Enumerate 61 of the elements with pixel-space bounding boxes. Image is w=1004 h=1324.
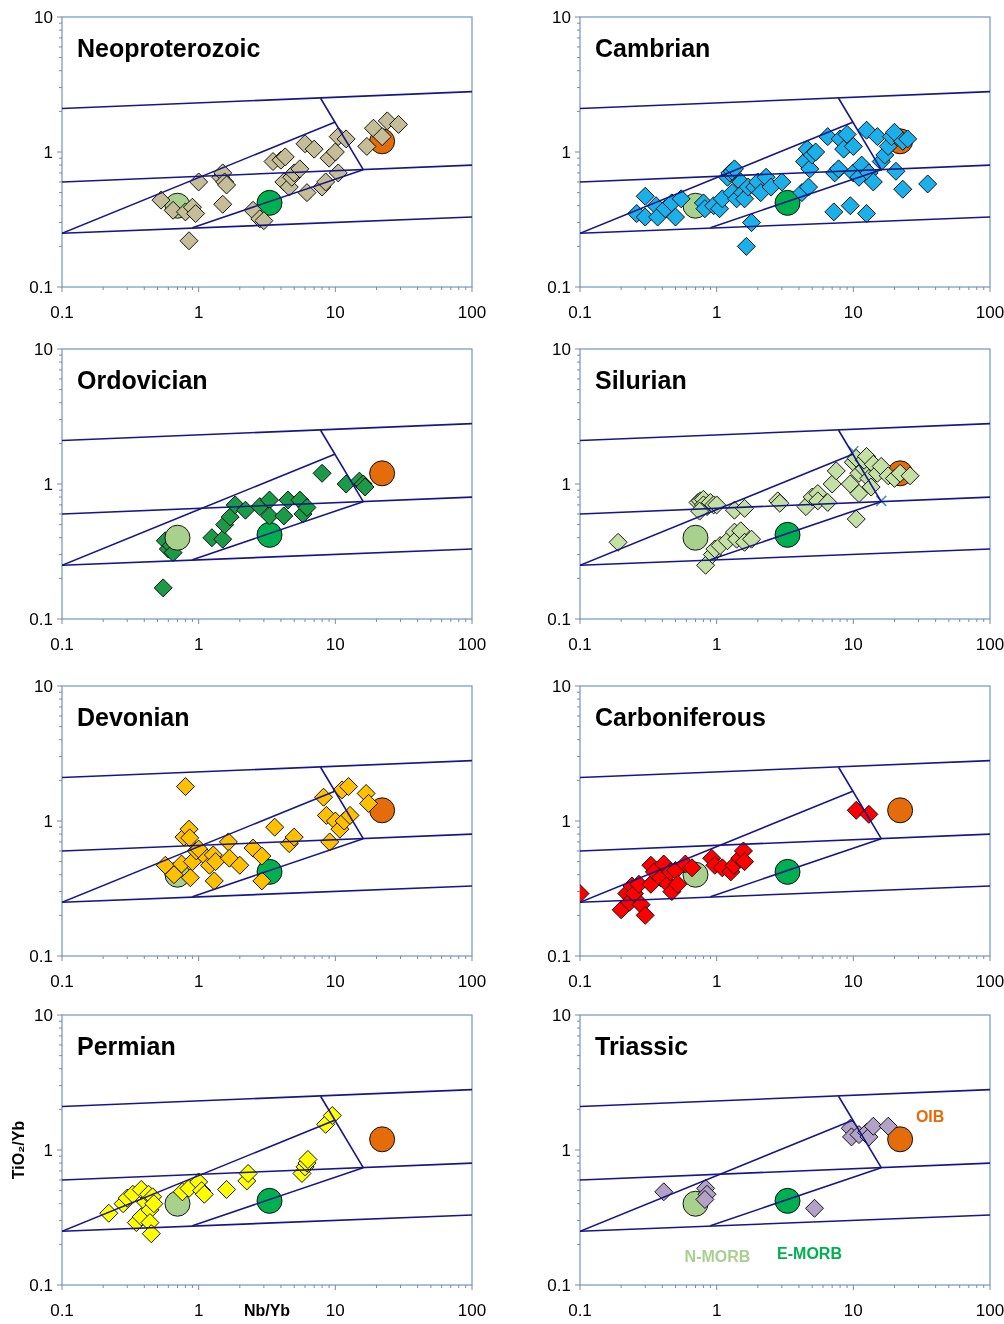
y-tick-label: 10 [552,1005,571,1025]
y-tick-label: 1 [43,142,53,162]
y-tick-label: 1 [43,1140,53,1160]
x-tick-label: 1 [193,972,204,991]
x-tick-label: 10 [325,635,345,654]
y-tick-label: 0.1 [547,1275,571,1295]
x-tick-label: 100 [457,635,487,654]
y-axis-title: TiO₂/Yb [10,1120,27,1180]
text: Ordovician [77,366,208,394]
y-tick-label: 0.1 [29,946,53,966]
x-tick-label: 1 [193,1301,204,1320]
x-tick-label: 10 [843,1301,863,1320]
x-tick-label: 100 [975,635,1004,654]
x-tick-label: 10 [325,972,345,991]
x-tick-label: 10 [843,972,863,991]
x-tick-label: 100 [457,303,487,322]
y-tick-label: 0.1 [29,1275,53,1295]
y-tick-label: 0.1 [29,277,53,297]
x-tick-label: 1 [711,635,722,654]
x-tick-label: 1 [711,972,722,991]
x-tick-label: 100 [457,1301,487,1320]
x-tick-label: 1 [193,635,204,654]
x-tick-label: 10 [843,303,863,322]
y-tick-label: 10 [552,339,571,359]
series-label: OIB [915,1108,945,1126]
x-axis-title: Nb/Yb [243,1302,291,1319]
y-tick-label: 10 [552,7,571,27]
y-tick-label: 1 [561,811,571,831]
text: Triassic [595,1032,689,1060]
y-tick-label: 10 [34,676,53,696]
text: Carboniferous [595,703,766,731]
text: Devonian [77,703,190,731]
text: N-MORB [684,1247,751,1265]
y-tick-label: 1 [561,1140,571,1160]
text: Cambrian [595,34,711,62]
y-tick-label: 1 [561,474,571,494]
y-tick-label: 1 [43,811,53,831]
x-tick-label: 10 [843,635,863,654]
y-tick-label: 10 [34,339,53,359]
x-tick-label: 100 [975,1301,1004,1320]
x-tick-label: 10 [325,1301,345,1320]
y-tick-label: 0.1 [29,609,53,629]
x-tick-label: 100 [457,972,487,991]
x-tick-label: 1 [193,303,204,322]
y-tick-label: 10 [552,676,571,696]
x-tick-label: 100 [975,972,1004,991]
x-tick-label: 10 [325,303,345,322]
y-tick-label: 0.1 [547,946,571,966]
y-tick-label: 10 [34,7,53,27]
x-tick-label: 1 [711,1301,722,1320]
x-tick-label: 1 [711,303,722,322]
y-tick-label: 1 [43,474,53,494]
y-tick-label: 1 [561,142,571,162]
y-tick-label: 10 [34,1005,53,1025]
text: Permian [77,1032,176,1060]
x-tick-label: 100 [975,303,1004,322]
text: E-MORB [777,1244,842,1262]
text: Neoproterozoic [77,34,261,62]
y-tick-label: 0.1 [547,609,571,629]
y-tick-label: 0.1 [547,277,571,297]
text: Silurian [595,366,687,394]
